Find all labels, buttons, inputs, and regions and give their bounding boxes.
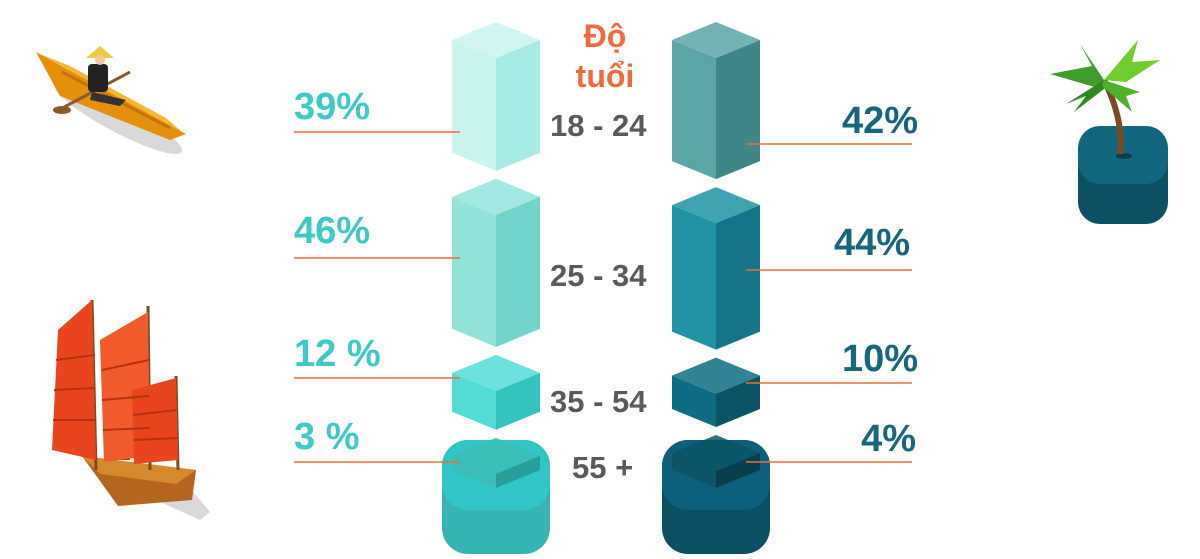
right-pct-35-54: 10%	[841, 338, 918, 380]
bar-segment-4	[452, 437, 540, 488]
leader-lines	[294, 131, 912, 463]
age-title: Độ tuổi	[550, 16, 660, 96]
bar-segment-1	[672, 22, 760, 180]
age-label-35-54: 35 - 54	[550, 384, 647, 419]
left-pct-55-plus: 3 %	[294, 416, 360, 458]
right-pct-25-34: 44%	[833, 222, 910, 264]
bar-segment-3	[672, 357, 760, 428]
left-pct-35-54: 12 %	[294, 333, 381, 375]
right-pct-55-plus: 4%	[861, 418, 916, 460]
age-stack-left	[442, 22, 550, 554]
rowboat-icon	[36, 46, 186, 154]
age-label-55-plus: 55 +	[572, 450, 634, 485]
age-stack-right	[662, 22, 770, 554]
right-pct-18-24: 42%	[841, 100, 918, 142]
bar-segment-2	[672, 187, 760, 350]
age-title-line-1: Độ	[583, 18, 627, 54]
age-label-18-24: 18 - 24	[550, 108, 647, 143]
bar-segment-3	[452, 354, 540, 430]
bar-segment-2	[452, 178, 540, 347]
palm-tree-icon	[1050, 40, 1168, 224]
junk-ship-icon	[52, 299, 210, 520]
left-pct-25-34: 46%	[294, 210, 371, 252]
age-title-line-2: tuổi	[575, 58, 635, 94]
bar-segment-1	[452, 22, 540, 171]
age-label-25-34: 25 - 34	[550, 258, 647, 293]
left-pct-18-24: 39%	[294, 86, 371, 128]
